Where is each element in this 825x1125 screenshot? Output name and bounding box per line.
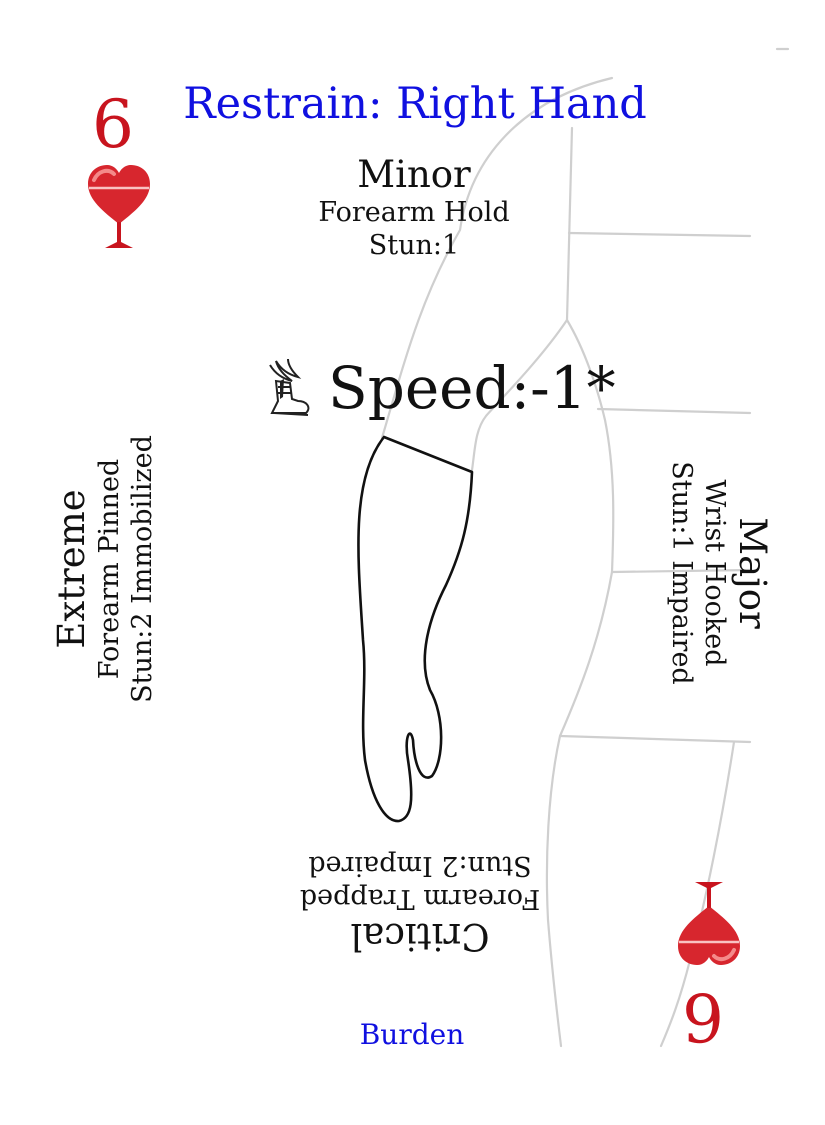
extreme-line2: Stun:2 Immobilized bbox=[127, 435, 159, 703]
major-effect: Major Wrist Hooked Stun:1 Impaired bbox=[664, 443, 774, 703]
critical-label: Critical bbox=[350, 915, 490, 959]
major-line1: Wrist Hooked bbox=[699, 479, 731, 667]
major-label: Major bbox=[731, 517, 774, 629]
minor-label: Minor bbox=[357, 153, 471, 196]
minor-effect: Minor Forearm Hold Stun:1 bbox=[264, 153, 564, 263]
extreme-effect: Extreme Forearm Pinned Stun:2 Immobilize… bbox=[50, 434, 160, 704]
winged-boot-icon bbox=[269, 358, 310, 416]
rank-bottom-right: 6 bbox=[682, 978, 724, 1055]
heart-suit-icon bbox=[88, 165, 150, 248]
torso-outline-left bbox=[380, 76, 614, 440]
critical-effect: Critical Forearm Trapped Stun:2 Impaired bbox=[270, 848, 570, 959]
minor-line2: Stun:1 bbox=[368, 230, 460, 262]
forearm-hand-outline bbox=[357, 435, 474, 823]
shoulder-line bbox=[565, 318, 615, 574]
hip-line bbox=[545, 570, 614, 1048]
critical-line2: Stun:2 Impaired bbox=[308, 849, 532, 881]
extreme-line1: Forearm Pinned bbox=[93, 458, 125, 680]
footer-burden: Burden bbox=[359, 1018, 465, 1051]
rank-top-left: 6 bbox=[92, 86, 134, 163]
heart-suit-icon-inverted bbox=[678, 882, 740, 965]
torso-outline-center bbox=[470, 126, 574, 472]
major-line2: Stun:1 Impaired bbox=[665, 461, 697, 685]
card-title: Restrain: Right Hand bbox=[183, 79, 647, 129]
speed-value: Speed:-1* bbox=[328, 354, 616, 422]
extreme-label: Extreme bbox=[50, 489, 93, 649]
critical-line1: Forearm Trapped bbox=[299, 883, 541, 915]
minor-line1: Forearm Hold bbox=[318, 196, 510, 228]
speed-row: Speed:-1* bbox=[262, 352, 616, 424]
